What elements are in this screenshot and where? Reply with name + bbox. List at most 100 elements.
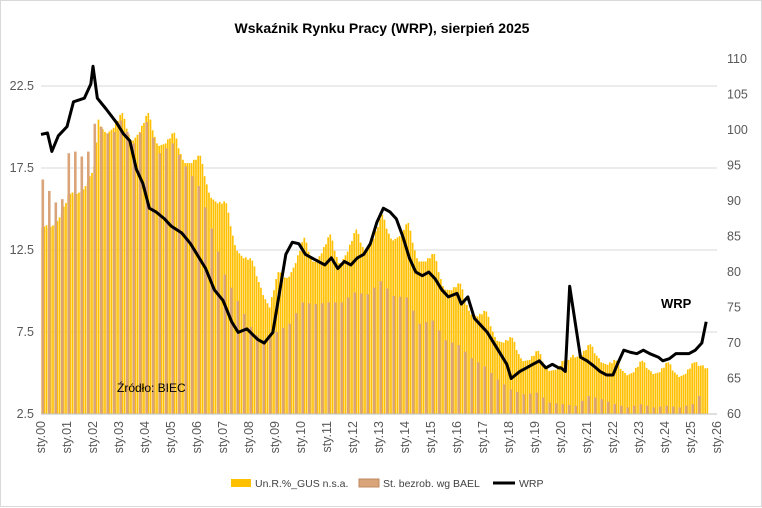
gus-bar <box>528 359 531 414</box>
gus-bar <box>693 362 696 414</box>
y-right-tick-1: 65 <box>727 372 741 386</box>
gus-bar <box>147 113 150 414</box>
gus-bar <box>264 299 267 414</box>
gus-bar <box>535 351 537 414</box>
gus-bar <box>370 242 373 414</box>
gus-bar <box>195 159 197 414</box>
gus-bar <box>673 372 676 414</box>
wrp-annotation: WRP <box>661 296 692 311</box>
gus-bar <box>179 154 182 414</box>
gus-bar <box>186 163 189 414</box>
gus-bar <box>273 290 275 414</box>
bael-bars <box>41 120 701 415</box>
gus-bar <box>208 192 210 414</box>
bael-bar <box>360 293 363 414</box>
gus-bar <box>400 231 403 414</box>
bael-bar <box>392 295 396 414</box>
gus-bar <box>496 340 498 414</box>
gus-bar <box>498 341 501 414</box>
gus-bar <box>567 359 570 414</box>
gus-bar <box>617 362 620 414</box>
y-right-tick-6: 90 <box>727 194 741 208</box>
gus-bar <box>643 362 646 414</box>
bael-bar <box>639 404 643 414</box>
gus-bar <box>589 344 592 414</box>
legend: Un.R.%_GUS n.s.a. St. bezrob. wg BAEL WR… <box>231 478 544 490</box>
gus-bar <box>621 370 624 414</box>
bael-bar <box>457 345 461 414</box>
y-right-tick-0: 60 <box>727 407 741 421</box>
bael-bar <box>555 403 558 414</box>
x-tick-12: sty.12 <box>346 421 360 453</box>
bael-bar <box>48 190 51 414</box>
gus-bar <box>299 250 301 414</box>
bael-bar <box>490 373 493 414</box>
gus-bar <box>459 283 462 414</box>
gus-bar <box>357 234 360 414</box>
gus-bar <box>244 257 247 414</box>
y-left-tick-3: 17.5 <box>10 161 34 175</box>
gus-bar <box>667 362 670 414</box>
bael-bar <box>659 406 662 414</box>
gus-bar <box>88 176 91 414</box>
gus-bar <box>650 371 652 414</box>
gus-bar <box>522 361 524 414</box>
gus-bar <box>136 134 139 415</box>
gus-bar <box>409 230 412 414</box>
gus-bar <box>309 256 312 414</box>
bael-bar <box>379 281 383 414</box>
gus-bar <box>390 238 392 414</box>
x-tick-14: sty.14 <box>398 421 412 453</box>
gus-bar <box>394 238 397 414</box>
gus-bar <box>95 142 98 414</box>
bael-bar <box>165 148 168 414</box>
x-tick-18: sty.18 <box>502 421 516 453</box>
gus-bar <box>602 363 605 414</box>
x-axis: sty.00 sty.01 sty.02 sty.03 sty.04 sty.05 sty.… <box>34 413 724 453</box>
gus-bar <box>383 219 386 414</box>
gus-bar <box>377 227 379 414</box>
gus-bar <box>691 363 693 414</box>
x-tick-25: sty.25 <box>684 421 698 453</box>
gus-bar <box>212 199 215 414</box>
bael-bar <box>574 405 578 414</box>
gus-bar <box>455 287 457 414</box>
gus-bar <box>439 279 442 414</box>
gus-bar <box>253 266 256 414</box>
gus-bar <box>606 364 609 414</box>
bael-bar <box>685 405 688 414</box>
gus-bar <box>446 289 449 414</box>
gus-bar <box>104 131 106 415</box>
gus-bar <box>368 246 371 414</box>
gus-bar <box>613 359 615 414</box>
gus-bar <box>485 311 488 414</box>
gus-bar <box>290 272 293 414</box>
gus-bar <box>593 353 596 414</box>
y-right-tick-9: 105 <box>727 88 748 102</box>
legend-swatch-gus <box>231 479 251 487</box>
bael-bar <box>321 303 324 414</box>
gus-bar <box>205 184 208 414</box>
gus-bar <box>43 226 46 414</box>
gus-bar <box>608 362 611 414</box>
y-right-tick-3: 75 <box>727 301 741 315</box>
x-tick-23: sty.23 <box>632 421 646 453</box>
gus-bar <box>481 314 483 414</box>
x-tick-15: sty.15 <box>424 421 438 453</box>
gus-bar <box>58 217 61 414</box>
x-tick-19: sty.19 <box>528 421 542 453</box>
gus-bar <box>188 163 191 414</box>
gus-bar <box>348 244 351 414</box>
gus-bar <box>429 258 431 414</box>
y-right-tick-4: 80 <box>727 265 741 279</box>
bael-bar <box>308 303 311 414</box>
gus-bar <box>166 139 169 415</box>
gus-bar <box>257 281 260 414</box>
gus-bar <box>361 247 364 414</box>
bael-bar <box>587 395 591 414</box>
gus-bar <box>541 361 544 414</box>
x-tick-3: sty.03 <box>112 421 126 453</box>
x-tick-1: sty.01 <box>60 421 74 453</box>
y-left-tick-2: 12.5 <box>10 243 34 257</box>
